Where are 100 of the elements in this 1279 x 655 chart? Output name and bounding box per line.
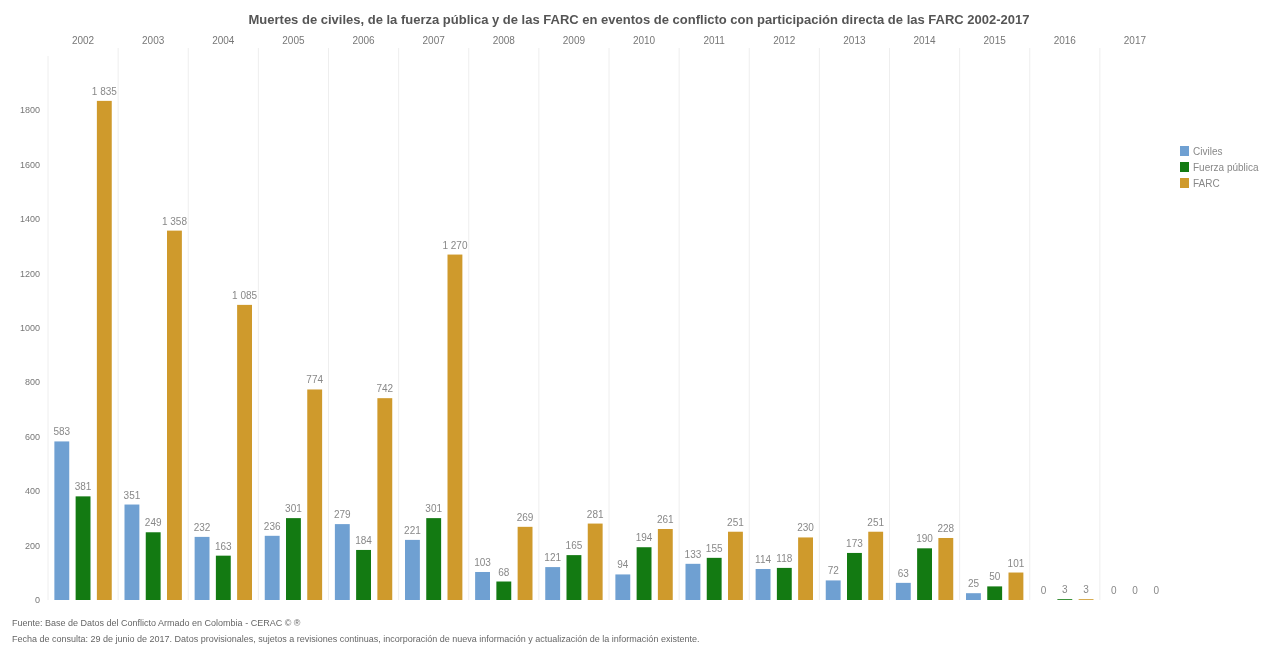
text: 251: [867, 516, 885, 528]
text: 301: [425, 503, 443, 515]
text: 1 358: [161, 215, 187, 227]
text: 50: [989, 571, 1001, 583]
x-tick-label: 2008: [492, 35, 516, 46]
text: 230: [797, 522, 814, 534]
bar: [657, 529, 673, 600]
x-tick-label: 2004: [212, 35, 235, 46]
bar: [286, 518, 301, 600]
bar: [685, 563, 701, 600]
text: 121: [544, 552, 562, 564]
text: 0: [1040, 585, 1047, 596]
text: 228: [937, 522, 955, 534]
bar: [475, 571, 490, 600]
x-tick-label: 2007: [422, 35, 446, 46]
text: 114: [755, 553, 772, 565]
text: 381: [74, 481, 92, 493]
bar: [237, 304, 252, 600]
bar: [124, 504, 140, 600]
text: 3: [1062, 584, 1068, 596]
x-tick-label: 2003: [142, 35, 165, 46]
text: 184: [355, 534, 372, 546]
bar: [167, 230, 182, 600]
bar: [987, 586, 1003, 600]
text: 221: [404, 524, 421, 536]
text: 279: [333, 509, 351, 521]
bar: [706, 557, 722, 600]
text: 25: [967, 578, 979, 590]
y-tick-label: 600: [24, 431, 40, 442]
text: 269: [516, 511, 534, 523]
bar: [545, 567, 561, 600]
y-tick-label: 800: [24, 377, 40, 388]
text: 281: [586, 508, 604, 520]
text: 742: [376, 383, 394, 395]
bar: [728, 531, 743, 600]
text: 232: [193, 521, 211, 533]
bar: [636, 547, 652, 600]
text: 351: [123, 489, 141, 501]
bar: [1008, 572, 1024, 600]
x-tick-label: 2011: [703, 35, 726, 46]
text: 261: [656, 514, 674, 526]
text: 72: [827, 565, 839, 577]
text: 301: [285, 503, 302, 515]
text: 1 085: [232, 289, 258, 301]
x-tick-label: 2017: [1123, 35, 1147, 46]
x-tick-label: 2013: [843, 35, 866, 46]
text: 236: [263, 520, 281, 532]
x-tick-label: 2006: [352, 35, 376, 46]
text: 163: [214, 540, 232, 552]
bar: [334, 524, 350, 600]
bar: [194, 536, 210, 600]
text: 0: [1153, 585, 1159, 596]
text: Fecha de consulta: 29 de junio de 2017. Datos provisionales, sujetos a revisiones continuas, incorporación de nueva información y actualización de la información existente.: [12, 634, 700, 644]
x-tick-label: 2010: [632, 35, 656, 46]
x-tick-label: 2009: [562, 35, 586, 46]
x-tick-label: 2012: [773, 35, 796, 46]
text: 1 835: [91, 85, 117, 97]
y-tick-label: 0: [34, 595, 40, 605]
y-tick-label: 200: [24, 540, 40, 551]
text: 190: [916, 533, 933, 545]
text: 101: [1007, 557, 1025, 569]
x-tick-label: 2005: [282, 35, 305, 46]
bar: [54, 441, 70, 600]
bar: [587, 523, 603, 600]
bar: [307, 389, 323, 600]
bar: [215, 555, 231, 600]
bar: [426, 518, 442, 600]
bar: [895, 582, 911, 600]
text: 103: [474, 556, 491, 568]
bar: [96, 100, 112, 600]
text: 251: [727, 516, 744, 528]
legend-label: FARC: [1193, 178, 1220, 189]
text: 165: [565, 540, 583, 552]
bar: [847, 552, 862, 600]
x-tick-label: 2015: [983, 35, 1007, 46]
text: 173: [846, 537, 863, 549]
bar: [917, 548, 932, 600]
bar: [755, 568, 771, 600]
y-tick-label: 1200: [19, 268, 40, 279]
text: 583: [53, 426, 71, 438]
text: 68: [498, 566, 510, 578]
text: 155: [705, 542, 723, 554]
chart-title: Muertes de civiles, de la fuerza pública y de las FARC en eventos de conflicto con participación directa de las FARC 2002-2017: [248, 12, 1030, 27]
text: 194: [635, 532, 653, 544]
bar: [264, 535, 280, 600]
bar: [825, 580, 841, 600]
bar: [405, 539, 420, 600]
bar: [868, 531, 884, 600]
text: 3: [1083, 584, 1089, 596]
text: 1 270: [442, 239, 468, 251]
bar: [966, 593, 981, 600]
bar: [615, 574, 631, 600]
bar: [566, 555, 582, 600]
bar: [517, 526, 533, 600]
bar: [798, 537, 813, 600]
bar: [75, 496, 91, 600]
y-tick-label: 1000: [19, 323, 40, 333]
text: 94: [617, 559, 629, 571]
y-tick-label: 400: [24, 486, 40, 497]
legend-label: Civiles: [1193, 146, 1223, 157]
